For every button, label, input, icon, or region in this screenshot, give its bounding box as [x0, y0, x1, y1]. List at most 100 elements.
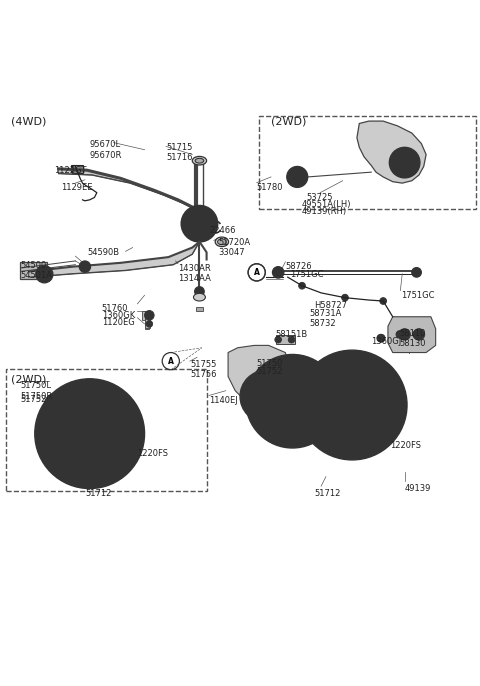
Text: 51750L
51750R: 51750L 51750R — [21, 381, 53, 401]
Circle shape — [396, 154, 413, 172]
Text: 51750: 51750 — [257, 359, 283, 368]
Circle shape — [62, 406, 69, 413]
Text: 1360GK: 1360GK — [102, 311, 135, 320]
Circle shape — [62, 455, 69, 461]
Circle shape — [284, 392, 301, 410]
Circle shape — [310, 418, 316, 425]
Polygon shape — [357, 121, 426, 183]
Circle shape — [110, 406, 117, 413]
Polygon shape — [30, 242, 199, 277]
Text: (4WD): (4WD) — [11, 117, 46, 126]
Circle shape — [413, 331, 420, 338]
Text: 49139: 49139 — [405, 484, 431, 493]
Circle shape — [240, 370, 292, 423]
Circle shape — [36, 265, 53, 283]
Ellipse shape — [193, 294, 205, 301]
Circle shape — [86, 464, 93, 471]
Circle shape — [275, 336, 281, 343]
Circle shape — [269, 377, 276, 384]
Circle shape — [344, 397, 361, 414]
Circle shape — [399, 329, 410, 340]
Circle shape — [261, 398, 267, 405]
Circle shape — [349, 436, 356, 442]
Circle shape — [291, 172, 303, 182]
Text: 51715
51716: 51715 51716 — [166, 143, 192, 162]
Text: 1140EJ: 1140EJ — [209, 397, 238, 405]
Circle shape — [49, 398, 63, 412]
Text: 1751GC: 1751GC — [401, 292, 435, 300]
Circle shape — [324, 426, 331, 433]
Circle shape — [81, 425, 98, 442]
Text: 51755
51756: 51755 51756 — [190, 359, 216, 379]
Text: 1430AR
1314AA: 1430AR 1314AA — [178, 264, 211, 283]
Text: 51760: 51760 — [102, 304, 128, 313]
Circle shape — [380, 298, 386, 305]
FancyBboxPatch shape — [144, 317, 150, 328]
Text: 95670L
95670R: 95670L 95670R — [90, 140, 122, 160]
Ellipse shape — [195, 158, 204, 163]
FancyBboxPatch shape — [71, 165, 81, 172]
Text: 51752: 51752 — [257, 367, 283, 377]
Circle shape — [195, 287, 204, 296]
Text: 58151B: 58151B — [276, 330, 308, 339]
Text: 58731A
58732: 58731A 58732 — [309, 309, 342, 328]
Text: 49551A(LH): 49551A(LH) — [302, 200, 351, 209]
Bar — [259, 117, 476, 209]
Circle shape — [273, 267, 284, 278]
Polygon shape — [59, 169, 197, 214]
Circle shape — [79, 261, 91, 272]
Text: 51712: 51712 — [85, 488, 111, 497]
Circle shape — [146, 320, 153, 327]
Text: 53725: 53725 — [307, 193, 333, 202]
Text: 1123GT: 1123GT — [54, 167, 86, 176]
Circle shape — [110, 455, 117, 461]
Circle shape — [318, 398, 324, 405]
Circle shape — [253, 362, 332, 441]
Circle shape — [304, 357, 400, 453]
Circle shape — [42, 386, 137, 482]
Circle shape — [288, 336, 295, 343]
Text: 58110
58130: 58110 58130 — [400, 329, 426, 348]
Text: (2WD): (2WD) — [11, 374, 46, 384]
Circle shape — [377, 334, 384, 342]
Polygon shape — [388, 317, 436, 353]
Text: 1360GJ: 1360GJ — [371, 338, 401, 346]
Circle shape — [35, 379, 144, 488]
Text: (2WD): (2WD) — [271, 117, 306, 126]
Text: 51720A
33047: 51720A 33047 — [218, 238, 251, 257]
Circle shape — [373, 377, 380, 384]
Circle shape — [299, 283, 305, 289]
Circle shape — [324, 377, 331, 384]
Circle shape — [246, 355, 339, 448]
Circle shape — [269, 418, 276, 425]
Circle shape — [413, 329, 425, 340]
Text: A: A — [254, 268, 260, 277]
Circle shape — [342, 294, 348, 301]
FancyBboxPatch shape — [142, 311, 147, 320]
Circle shape — [188, 212, 211, 235]
Circle shape — [310, 377, 316, 384]
Circle shape — [248, 378, 284, 414]
Circle shape — [396, 331, 404, 338]
Circle shape — [120, 430, 127, 437]
Text: 49139(RH): 49139(RH) — [302, 206, 347, 215]
Text: 54590B: 54590B — [87, 248, 120, 257]
Bar — [6, 369, 206, 491]
Circle shape — [181, 206, 217, 242]
Circle shape — [144, 311, 154, 320]
FancyBboxPatch shape — [21, 262, 47, 279]
Text: A: A — [168, 357, 174, 366]
Circle shape — [63, 407, 116, 460]
Circle shape — [72, 416, 108, 452]
Circle shape — [194, 218, 205, 229]
Circle shape — [412, 268, 421, 277]
Text: 1220FS: 1220FS — [137, 449, 168, 458]
Polygon shape — [196, 307, 203, 311]
FancyBboxPatch shape — [144, 319, 149, 329]
Circle shape — [86, 396, 93, 403]
Circle shape — [373, 426, 380, 433]
Circle shape — [52, 430, 59, 437]
Circle shape — [389, 147, 420, 178]
Text: 22466: 22466 — [209, 226, 236, 235]
Text: 51712: 51712 — [314, 488, 340, 497]
